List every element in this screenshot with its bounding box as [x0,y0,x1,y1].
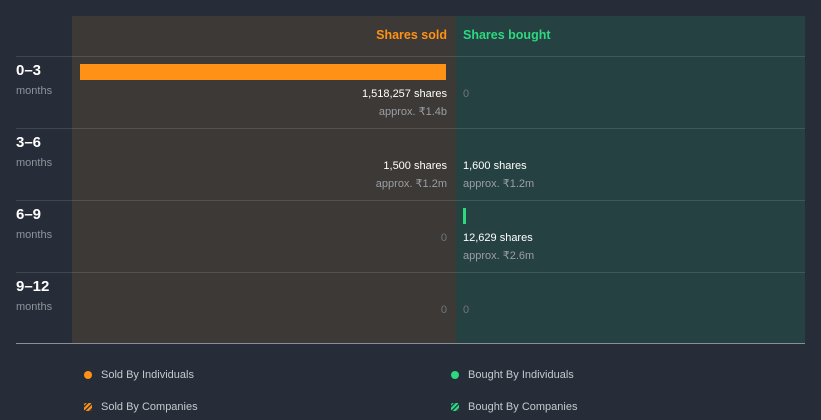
legend-sold-companies: Sold By Companies [84,401,198,413]
shares-bought-panel [456,16,805,343]
shares-count: 1,600 shares [463,160,527,172]
unit-label: months [16,301,53,313]
sold-value-6-9: 0 [440,232,447,244]
shares-count: 1,500 shares [383,160,447,172]
bought-value-6-9: 12,629 shares approx. ₹2.6m [463,232,534,262]
sold-value-0-3: 1,518,257 shares approx. ₹1.4b [362,88,447,118]
orange-hatch-icon [84,403,92,411]
legend-label: Bought By Individuals [468,369,574,381]
sold-bar-0-3 [80,64,446,80]
bought-value-9-12: 0 [463,304,470,316]
divider [16,56,805,57]
shares-count: 12,629 shares [463,232,533,244]
legend-bought-companies: Bought By Companies [451,401,577,413]
row-label-9-12: 9–12 months [16,278,52,313]
shares-sold-header: Shares sold [376,28,447,42]
approx-value: approx. ₹1.2m [375,178,447,190]
legend-label: Bought By Companies [468,401,578,413]
axis-baseline [16,343,805,344]
unit-label: months [16,85,53,97]
sold-value-3-6: 1,500 shares approx. ₹1.2m [376,160,447,190]
approx-value: approx. ₹2.6m [463,250,535,262]
unit-label: months [16,229,53,241]
legend-bought-individuals: Bought By Individuals [451,369,574,381]
divider [16,128,805,129]
legend-label: Sold By Individuals [101,369,194,381]
row-label-0-3: 0–3 months [16,62,52,97]
bought-value-0-3: 0 [463,88,470,100]
row-label-6-9: 6–9 months [16,206,52,241]
range-label: 0–3 [16,62,42,79]
shares-count: 1,518,257 shares [361,88,447,100]
green-hatch-icon [451,403,459,411]
bought-value-3-6: 1,600 shares approx. ₹1.2m [463,160,534,190]
bought-bar-6-9 [463,208,466,224]
approx-value: approx. ₹1.4b [378,106,447,118]
range-label: 6–9 [16,206,42,223]
range-label: 3–6 [16,134,42,151]
green-dot-icon [451,371,459,379]
legend-label: Sold By Companies [101,401,198,413]
range-label: 9–12 [16,278,50,295]
shares-bought-header: Shares bought [463,28,551,42]
orange-dot-icon [84,371,92,379]
row-label-3-6: 3–6 months [16,134,52,169]
divider [16,272,805,273]
approx-value: approx. ₹1.2m [463,178,535,190]
legend-sold-individuals: Sold By Individuals [84,369,194,381]
sold-value-9-12: 0 [440,304,447,316]
divider [16,200,805,201]
unit-label: months [16,157,53,169]
